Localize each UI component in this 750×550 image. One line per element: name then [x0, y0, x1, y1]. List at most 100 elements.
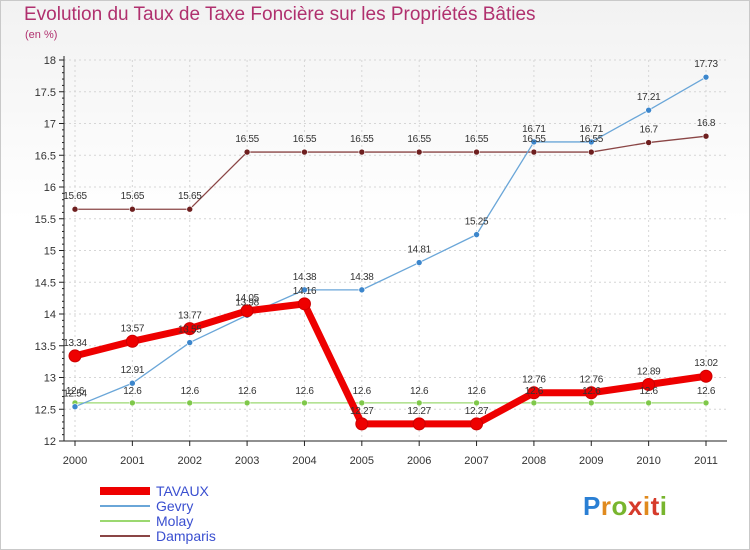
data-label-gevry: 17.73 — [694, 59, 718, 70]
data-point-gevry — [645, 106, 652, 114]
data-label-tavaux: 13.02 — [694, 358, 718, 369]
data-label-damparis: 16.55 — [350, 134, 374, 145]
data-point-molay — [186, 399, 194, 407]
data-label-tavaux: 12.76 — [522, 375, 546, 386]
data-label-gevry: 16.71 — [580, 124, 604, 135]
x-tick-label: 2010 — [636, 455, 660, 467]
data-label-molay: 12.6 — [66, 386, 85, 397]
x-tick-label: 2011 — [694, 455, 718, 467]
x-tick-label: 2006 — [407, 455, 431, 467]
data-point-gevry — [587, 138, 595, 146]
legend-label: TAVAUX — [156, 483, 209, 499]
data-point-molay — [530, 399, 538, 407]
x-tick-label: 2008 — [522, 455, 546, 467]
data-point-molay — [415, 399, 423, 407]
x-tick-label: 2000 — [63, 455, 87, 467]
data-point-molay — [473, 399, 480, 407]
data-point-molay — [702, 399, 710, 407]
data-point-gevry — [702, 73, 710, 81]
data-label-molay: 12.6 — [467, 386, 486, 397]
data-point-molay — [358, 399, 366, 407]
data-point-tavaux — [470, 417, 484, 431]
data-point-damparis — [702, 132, 710, 140]
data-point-molay — [129, 399, 136, 407]
x-tick-label: 2005 — [350, 455, 374, 467]
proxiti-logo: Proxiti — [583, 491, 668, 521]
data-point-damparis — [186, 205, 194, 213]
data-label-molay: 12.6 — [295, 386, 314, 397]
legend-swatch — [100, 535, 150, 537]
x-tick-label: 2002 — [177, 455, 201, 467]
x-tick-label: 2001 — [120, 455, 144, 467]
data-point-gevry — [301, 286, 308, 294]
y-tick-label: 13.5 — [35, 341, 56, 353]
data-point-damparis — [129, 205, 136, 213]
data-point-tavaux — [125, 334, 139, 348]
y-tick-label: 12 — [44, 436, 56, 448]
data-label-gevry: 12.54 — [63, 389, 87, 400]
data-point-damparis — [415, 148, 423, 156]
data-point-tavaux — [527, 386, 541, 400]
y-tick-label: 14.5 — [35, 277, 56, 289]
data-label-damparis: 16.7 — [640, 125, 659, 136]
data-point-tavaux — [240, 304, 254, 318]
y-tick-label: 16 — [44, 182, 56, 194]
data-label-gevry: 14.81 — [407, 245, 431, 256]
legend-swatch — [100, 520, 150, 522]
data-label-damparis: 16.55 — [465, 134, 489, 145]
data-point-tavaux — [355, 417, 369, 431]
series-line-gevry — [74, 76, 707, 408]
data-point-molay — [645, 399, 652, 407]
data-label-tavaux: 14.05 — [235, 293, 259, 304]
y-tick-label: 15 — [44, 246, 56, 258]
data-label-molay: 12.6 — [525, 386, 544, 397]
data-point-gevry — [415, 259, 423, 266]
data-label-damparis: 16.55 — [522, 134, 546, 145]
data-label-gevry: 13.55 — [178, 325, 202, 336]
data-point-tavaux — [584, 386, 598, 400]
data-point-damparis — [587, 148, 595, 156]
data-point-molay — [301, 399, 308, 407]
data-label-damparis: 15.65 — [63, 191, 87, 202]
data-label-damparis: 15.65 — [121, 191, 145, 202]
data-label-tavaux: 14.16 — [293, 286, 317, 297]
data-point-damparis — [530, 148, 538, 156]
data-label-gevry: 14.38 — [293, 272, 317, 283]
legend-swatch — [100, 487, 150, 495]
data-point-gevry — [530, 138, 538, 146]
legend-label: Gevry — [156, 498, 194, 514]
y-tick-label: 15.5 — [35, 214, 56, 226]
data-point-tavaux — [183, 322, 197, 336]
y-tick-label: 14 — [44, 309, 56, 321]
series-line-damparis — [74, 135, 707, 210]
x-tick-label: 2003 — [235, 455, 259, 467]
data-label-damparis: 15.65 — [178, 191, 202, 202]
y-tick-label: 17 — [44, 119, 56, 131]
data-label-tavaux: 13.57 — [121, 323, 145, 334]
data-point-damparis — [473, 148, 480, 156]
data-label-gevry: 12.91 — [121, 365, 145, 376]
data-label-gevry: 14.38 — [350, 272, 374, 283]
data-label-molay: 12.6 — [640, 386, 659, 397]
data-point-tavaux — [699, 369, 713, 383]
data-label-gevry: 17.21 — [637, 92, 661, 103]
data-point-damparis — [71, 205, 79, 213]
data-point-gevry — [129, 379, 136, 387]
data-label-tavaux: 12.27 — [407, 406, 431, 417]
data-point-damparis — [301, 148, 308, 156]
data-point-gevry — [473, 231, 480, 238]
data-label-gevry: 16.71 — [522, 124, 546, 135]
data-point-gevry — [358, 286, 366, 294]
data-label-molay: 12.6 — [123, 386, 142, 397]
data-point-damparis — [358, 148, 366, 156]
data-point-molay — [243, 399, 251, 407]
chart-subtitle: (en %) — [25, 29, 58, 41]
data-label-molay: 12.6 — [582, 386, 601, 397]
data-label-tavaux: 13.34 — [63, 338, 87, 349]
data-label-molay: 12.6 — [410, 386, 429, 397]
x-tick-label: 2009 — [579, 455, 603, 467]
data-label-gevry: 13.98 — [235, 297, 259, 308]
chart-title: Evolution du Taux de Taxe Foncière sur l… — [24, 4, 536, 25]
legend-swatch — [100, 505, 150, 507]
